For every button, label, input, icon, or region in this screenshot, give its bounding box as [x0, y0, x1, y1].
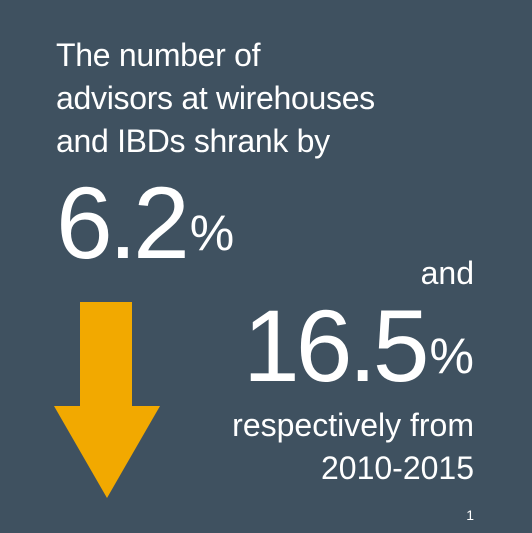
intro-line-1: The number of: [56, 37, 261, 73]
stat-ibds-value: 16.5: [243, 289, 430, 403]
period-text: respectively from 2010-2015 1: [232, 404, 474, 533]
connector-text: and: [420, 255, 474, 291]
intro-line-3: and IBDs shrank by: [56, 123, 330, 159]
period-years: 2010-2015: [320, 450, 474, 486]
down-arrow-icon: [54, 302, 160, 498]
period-line-2: 2010-2015 1: [232, 447, 474, 533]
stat-ibds: 16.5%: [243, 295, 474, 407]
stat-wirehouses: 6.2%: [56, 172, 234, 284]
stat-wirehouses-unit: %: [189, 205, 235, 261]
stat-ibds-unit: %: [429, 328, 474, 384]
period-line-1: respectively from: [232, 407, 474, 443]
footnote-marker: 1: [466, 507, 474, 523]
intro-line-2: advisors at wirehouses: [56, 80, 375, 116]
stat-wirehouses-value: 6.2: [56, 166, 190, 280]
intro-text: The number of advisors at wirehouses and…: [56, 34, 375, 163]
